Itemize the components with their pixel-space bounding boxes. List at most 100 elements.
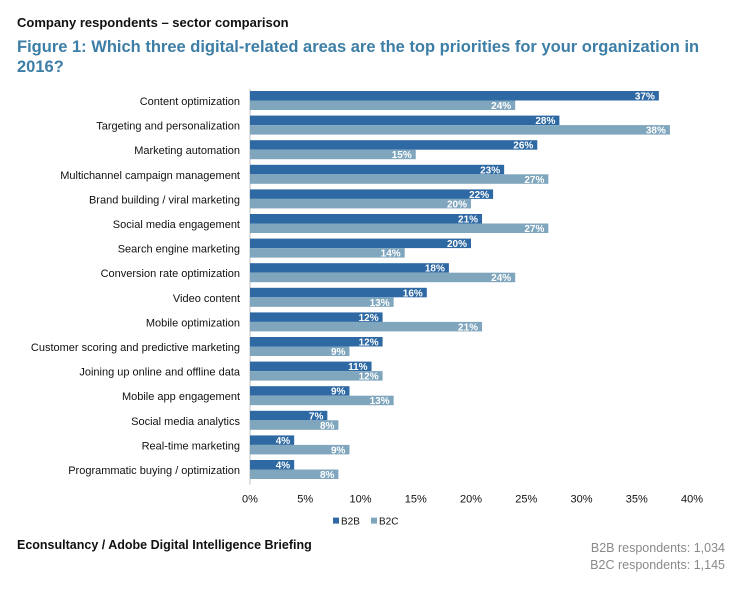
data-label-b2c: 8% bbox=[320, 470, 335, 481]
b2b-respondents: B2B respondents: 1,034 bbox=[590, 541, 725, 555]
bar-b2b bbox=[250, 238, 471, 249]
data-label-b2c: 13% bbox=[370, 298, 390, 309]
bar-b2b bbox=[250, 164, 505, 175]
data-label-b2c: 9% bbox=[331, 347, 346, 358]
bar-b2c bbox=[250, 272, 516, 283]
data-label-b2b: 20% bbox=[447, 239, 467, 250]
data-label-b2b: 37% bbox=[635, 92, 655, 103]
bar-b2c bbox=[250, 100, 516, 110]
bar-b2c bbox=[250, 395, 394, 406]
bar-b2b bbox=[250, 115, 560, 126]
bar-b2b bbox=[250, 361, 372, 372]
category-label: Video content bbox=[173, 293, 240, 305]
data-label-b2b: 12% bbox=[359, 313, 379, 324]
bar-b2c bbox=[250, 297, 394, 307]
category-label: Joining up online and offline data bbox=[79, 367, 241, 379]
data-label-b2c: 8% bbox=[320, 421, 335, 432]
data-label-b2b: 23% bbox=[480, 165, 500, 176]
bar-b2b bbox=[250, 91, 659, 101]
data-label-b2c: 38% bbox=[646, 126, 666, 137]
category-label: Customer scoring and predictive marketin… bbox=[31, 342, 240, 354]
chart-subtitle: Company respondents – sector comparison bbox=[17, 15, 289, 30]
bar-b2c bbox=[250, 469, 339, 479]
bar-b2c bbox=[250, 321, 483, 332]
bar-b2c bbox=[250, 346, 350, 356]
data-label-b2c: 9% bbox=[331, 445, 346, 456]
bar-b2b bbox=[250, 435, 295, 445]
category-label: Multichannel campaign management bbox=[60, 170, 240, 182]
category-label: Programmatic buying / optimization bbox=[68, 465, 240, 477]
x-tick-label: 15% bbox=[405, 494, 427, 506]
legend-swatch-b2b bbox=[333, 517, 339, 524]
category-label: Social media analytics bbox=[131, 416, 240, 428]
bar-b2c bbox=[250, 444, 350, 455]
category-label: Real-time marketing bbox=[142, 440, 240, 452]
x-tick-label: 5% bbox=[297, 494, 313, 506]
category-label: Mobile optimization bbox=[146, 317, 240, 329]
category-label: Search engine marketing bbox=[118, 244, 240, 256]
bar-b2b bbox=[250, 386, 350, 396]
legend-label-b2c: B2C bbox=[379, 517, 398, 528]
data-label-b2b: 12% bbox=[359, 338, 379, 349]
x-tick-label: 30% bbox=[570, 494, 592, 506]
legend-label-b2b: B2B bbox=[341, 517, 360, 528]
b2c-respondents: B2C respondents: 1,145 bbox=[590, 558, 725, 572]
data-label-b2b: 7% bbox=[309, 411, 324, 422]
bar-b2c bbox=[250, 198, 471, 209]
data-label-b2b: 16% bbox=[403, 288, 423, 299]
x-tick-label: 35% bbox=[626, 494, 648, 506]
data-label-b2b: 26% bbox=[513, 141, 533, 152]
bar-b2b bbox=[250, 263, 449, 273]
data-label-b2b: 22% bbox=[469, 190, 489, 201]
category-label: Conversion rate optimization bbox=[101, 268, 240, 280]
data-label-b2c: 24% bbox=[491, 101, 511, 112]
bar-b2b bbox=[250, 410, 328, 421]
data-label-b2b: 28% bbox=[535, 116, 555, 127]
data-label-b2b: 11% bbox=[348, 362, 368, 373]
category-label: Brand building / viral marketing bbox=[89, 194, 240, 206]
bar-b2c bbox=[250, 420, 339, 430]
chart-title: Figure 1: Which three digital-related ar… bbox=[17, 38, 700, 76]
respondent-counts: B2B respondents: 1,034 B2C respondents: … bbox=[590, 540, 725, 574]
source-credit: Econsultancy / Adobe Digital Intelligenc… bbox=[17, 538, 312, 552]
x-tick-label: 20% bbox=[460, 494, 482, 506]
bar-b2b bbox=[250, 214, 483, 224]
bar-b2c bbox=[250, 248, 405, 258]
category-label: Social media engagement bbox=[113, 219, 240, 231]
bar-b2b bbox=[250, 337, 383, 347]
data-label-b2c: 27% bbox=[524, 175, 544, 186]
x-tick-label: 10% bbox=[349, 494, 371, 506]
category-label: Marketing automation bbox=[134, 145, 240, 157]
bar-b2c bbox=[250, 149, 416, 160]
data-label-b2b: 4% bbox=[276, 461, 291, 472]
bar-b2b bbox=[250, 189, 494, 199]
data-label-b2c: 15% bbox=[392, 150, 412, 161]
category-label: Mobile app engagement bbox=[122, 391, 240, 403]
data-label-b2c: 14% bbox=[381, 249, 401, 260]
data-label-b2c: 24% bbox=[491, 273, 511, 284]
bar-b2c bbox=[250, 125, 670, 135]
bar-b2b bbox=[250, 287, 427, 298]
data-label-b2b: 18% bbox=[425, 264, 445, 275]
data-label-b2c: 27% bbox=[524, 224, 544, 235]
bar-b2b bbox=[250, 140, 538, 150]
data-label-b2c: 13% bbox=[370, 396, 390, 407]
data-label-b2b: 9% bbox=[331, 387, 346, 398]
bar-b2b bbox=[250, 460, 295, 470]
data-label-b2c: 12% bbox=[359, 372, 379, 383]
data-label-b2b: 21% bbox=[458, 215, 478, 226]
bar-b2c bbox=[250, 174, 549, 184]
bar-b2c bbox=[250, 371, 383, 381]
category-label: Targeting and personalization bbox=[96, 121, 240, 133]
x-tick-label: 25% bbox=[515, 494, 537, 506]
data-label-b2c: 21% bbox=[458, 322, 478, 333]
x-tick-label: 0% bbox=[242, 494, 258, 506]
category-label: Content optimization bbox=[140, 96, 240, 108]
x-tick-label: 40% bbox=[681, 494, 703, 506]
data-label-b2b: 4% bbox=[276, 436, 291, 447]
data-label-b2c: 20% bbox=[447, 199, 467, 210]
bar-b2b bbox=[250, 312, 383, 322]
legend-swatch-b2c bbox=[371, 517, 377, 524]
bar-b2c bbox=[250, 223, 549, 233]
